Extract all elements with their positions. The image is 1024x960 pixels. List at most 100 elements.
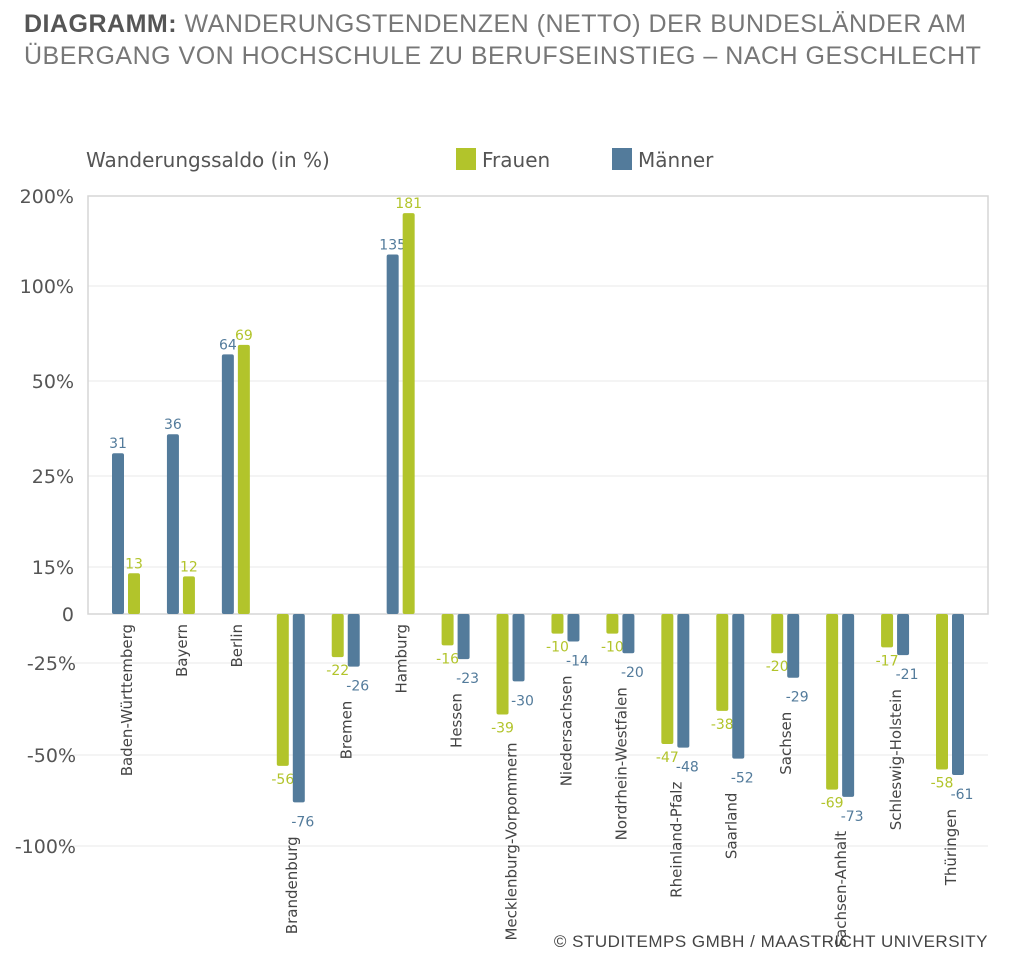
- data-label-frauen: -38: [711, 717, 734, 733]
- bar-frauen: [331, 614, 344, 658]
- chart-title: DIAGRAMM: WANDERUNGSTENDENZEN (NETTO) DE…: [24, 8, 981, 72]
- data-label-frauen: -69: [821, 796, 844, 812]
- data-label-maenner: -76: [291, 814, 314, 830]
- data-label-maenner: -52: [731, 771, 754, 787]
- data-label-maenner: -73: [841, 809, 864, 825]
- x-tick-label: Mecklenburg-Vorpommern: [503, 743, 521, 941]
- bar-maenner: [221, 354, 234, 614]
- data-label-frauen: 181: [395, 196, 422, 212]
- bar-frauen: [826, 614, 839, 790]
- data-label-maenner: -26: [346, 679, 369, 695]
- copyright-credit: © STUDITEMPS GMBH / MAASTRICHT UNIVERSIT…: [553, 932, 988, 951]
- bar-frauen: [606, 614, 619, 634]
- data-label-frauen: -39: [491, 721, 514, 737]
- x-tick-label: Nordrhein-Westfalen: [612, 687, 630, 840]
- bar-frauen: [441, 614, 454, 646]
- y-tick-label: 15%: [32, 557, 74, 579]
- y-tick-label: -50%: [27, 745, 76, 767]
- bar-frauen: [661, 614, 674, 744]
- bar-maenner: [842, 614, 855, 797]
- bar-frauen: [936, 614, 948, 770]
- y-tick-label: 0: [62, 604, 74, 626]
- bar-frauen: [276, 614, 289, 766]
- bar-maenner: [292, 614, 305, 803]
- title-line1: WANDERUNGSTENDENZEN (NETTO) DER BUNDESLÄ…: [184, 10, 967, 38]
- data-label-maenner: -20: [621, 665, 644, 681]
- x-tick-label: Sachsen: [777, 712, 795, 775]
- title-prefix: DIAGRAMM:: [24, 10, 178, 38]
- x-tick-label: Niedersachsen: [557, 675, 575, 786]
- y-tick-label: 100%: [20, 276, 74, 298]
- data-label-frauen: 13: [125, 556, 143, 572]
- data-label-frauen: -10: [601, 640, 624, 656]
- data-label-maenner: -61: [951, 787, 974, 803]
- data-label-frauen: -22: [326, 663, 349, 679]
- data-label-frauen: -56: [271, 772, 294, 788]
- bar-frauen: [881, 614, 894, 648]
- bar-frauen: [128, 573, 140, 614]
- bar-frauen: [551, 614, 564, 634]
- bar-frauen: [237, 344, 250, 614]
- bar-maenner: [567, 614, 580, 642]
- x-tick-label: Sachsen-Anhalt: [832, 831, 850, 948]
- legend-swatch-frauen: [456, 148, 476, 170]
- data-label-frauen: 12: [180, 559, 198, 575]
- bar-maenner: [386, 254, 399, 614]
- x-tick-label: Hamburg: [393, 624, 411, 694]
- data-label-maenner: -30: [511, 693, 534, 709]
- y-tick-label: 50%: [32, 371, 74, 393]
- bar-frauen: [496, 614, 509, 715]
- x-tick-label: Berlin: [228, 624, 246, 668]
- data-label-frauen: -16: [436, 651, 459, 667]
- data-label-frauen: 69: [235, 328, 253, 344]
- bar-frauen: [402, 213, 415, 614]
- y-tick-label: 200%: [20, 186, 74, 208]
- legend-label-frauen: Frauen: [482, 148, 550, 172]
- x-tick-label: Bayern: [173, 624, 191, 677]
- data-label-maenner: -48: [676, 760, 699, 776]
- data-label-frauen: -10: [546, 640, 569, 656]
- bar-frauen: [771, 614, 784, 654]
- bar-maenner: [166, 434, 179, 614]
- bar-maenner: [512, 614, 525, 682]
- bar-frauen: [182, 576, 195, 614]
- data-label-frauen: -47: [656, 750, 679, 766]
- y-tick-label: -100%: [15, 836, 76, 858]
- data-label-maenner: 135: [379, 238, 406, 254]
- data-label-frauen: -58: [931, 776, 954, 792]
- bar-frauen: [716, 614, 729, 711]
- data-label-frauen: -17: [876, 653, 899, 669]
- data-label-maenner: -14: [566, 653, 589, 669]
- x-tick-label: Rheinland-Pfalz: [667, 782, 685, 898]
- plot-frame: [87, 195, 989, 615]
- data-label-maenner: -21: [896, 667, 919, 683]
- x-tick-label: Schleswig-Holstein: [887, 689, 905, 830]
- bar-maenner: [457, 614, 470, 660]
- y-axis-label: Wanderungssaldo (in %): [86, 148, 330, 172]
- data-label-maenner: -29: [786, 690, 809, 706]
- x-tick-label: Hessen: [448, 693, 466, 748]
- x-tick-label: Thüringen: [942, 809, 960, 886]
- x-tick-label: Brandenburg: [283, 836, 301, 934]
- data-label-maenner: 31: [109, 436, 127, 452]
- data-label-maenner: 64: [219, 337, 237, 353]
- title-line2: ÜBERGANG VON HOCHSCHULE ZU BERUFSEINSTIE…: [24, 42, 982, 70]
- legend-swatch-maenner: [612, 148, 632, 170]
- bar-maenner: [677, 614, 690, 748]
- data-label-maenner: 36: [164, 417, 182, 433]
- bar-maenner: [897, 614, 910, 656]
- bar-maenner: [732, 614, 745, 759]
- x-tick-label: Saarland: [722, 793, 740, 859]
- x-tick-label: Bremen: [338, 701, 356, 760]
- bar-maenner: [787, 614, 800, 678]
- bar-maenner: [622, 614, 635, 654]
- data-label-frauen: -20: [766, 659, 789, 675]
- x-tick-label: Baden-Württemberg: [118, 624, 136, 776]
- data-label-maenner: -23: [456, 671, 479, 687]
- y-tick-label: 25%: [32, 466, 74, 488]
- y-tick-label: -25%: [27, 653, 76, 675]
- bar-maenner: [347, 614, 360, 667]
- bar-maenner: [952, 614, 964, 776]
- legend-label-maenner: Männer: [638, 148, 714, 172]
